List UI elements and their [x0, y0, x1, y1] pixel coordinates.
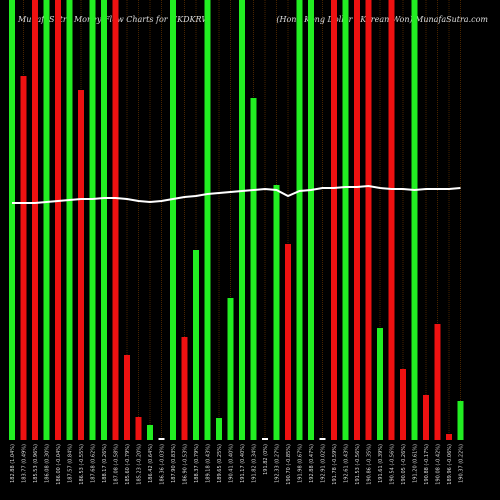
x-tick-label: 190.37 (0.22%)	[459, 444, 465, 483]
bar	[308, 0, 314, 440]
x-tick-label: 191.61 (0.39%)	[378, 444, 384, 483]
bar	[9, 0, 15, 440]
x-tick-label: 192.91 (0.02%)	[321, 444, 327, 483]
bar	[354, 0, 360, 440]
x-tick-label: 188.17 (0.26%)	[102, 444, 108, 483]
bar	[250, 98, 257, 440]
x-tick-label: 192.88 (0.47%)	[309, 444, 315, 483]
x-tick-label: 185.53 (0.96%)	[33, 444, 39, 483]
bar	[331, 0, 337, 440]
x-tick-label: 191.82 (0.34%)	[252, 444, 258, 483]
x-tick-label: 191.20 (0.61%)	[413, 444, 419, 483]
bar	[78, 90, 84, 440]
x-tick-label: 192.61 (0.43%)	[344, 444, 350, 483]
bar	[400, 369, 406, 440]
bar	[20, 76, 27, 440]
x-tick-label: 188.37 (0.79%)	[194, 444, 200, 483]
bar	[446, 434, 452, 440]
bar	[147, 425, 153, 440]
x-tick-label: 191.98 (0.67%)	[298, 444, 304, 483]
x-tick-label: 186.08 (0.30%)	[45, 444, 51, 483]
bar	[135, 417, 142, 440]
bar	[204, 0, 211, 440]
bar	[457, 401, 464, 440]
x-tick-label: 185.60 (-0.79%)	[125, 444, 131, 485]
chart-subtitle: (Hong Kong Dollar / Korean Won) MunafaSu…	[276, 15, 488, 24]
x-tick-label: 190.88 (-0.17%)	[424, 444, 430, 485]
x-tick-label: 186.36 (-0.03%)	[160, 444, 166, 485]
x-tick-label: 190.08 (-0.42%)	[436, 444, 442, 485]
bar	[89, 0, 96, 440]
x-tick-label: 190.86 (-0.35%)	[367, 444, 373, 485]
x-tick-label: 187.57 (0.84%)	[68, 444, 74, 483]
money-flow-line	[12, 184, 461, 204]
x-tick-label: 186.90 (-0.53%)	[183, 444, 189, 485]
x-tick-label: 190.41 (0.40%)	[229, 444, 235, 483]
x-tick-label: 189.18 (0.43%)	[206, 444, 212, 483]
bar	[319, 438, 326, 440]
bar	[239, 0, 245, 440]
bar	[342, 0, 349, 440]
x-tick-label: 186.42 (0.64%)	[148, 444, 154, 483]
bar	[158, 438, 165, 440]
bar	[365, 0, 372, 440]
bar	[216, 418, 222, 440]
x-tick-label: 189.65 (0.25%)	[217, 444, 223, 483]
bar	[112, 0, 119, 440]
x-tick-label: 187.08 (-0.58%)	[114, 444, 120, 485]
bar	[377, 328, 383, 440]
x-tick-label: 191.17 (0.40%)	[240, 444, 246, 483]
bar	[434, 324, 441, 440]
bar	[55, 0, 61, 440]
bar	[296, 0, 303, 440]
x-tick-label: 191.82 (0%)	[263, 444, 269, 475]
x-tick-label: 186.00 (-0.04%)	[56, 444, 62, 485]
bar	[388, 0, 395, 440]
bar	[66, 0, 73, 440]
bar	[423, 395, 429, 440]
x-tick-label: 190.05 (-0.26%)	[401, 444, 407, 485]
bar	[273, 185, 280, 440]
bar	[227, 298, 234, 440]
bar	[32, 0, 38, 440]
x-tick-label: 190.54 (-0.56%)	[390, 444, 396, 485]
bar	[124, 355, 130, 440]
x-tick-label: 186.53 (-0.55%)	[79, 444, 85, 485]
bar	[193, 250, 199, 440]
bar	[181, 337, 188, 440]
bar	[262, 438, 268, 440]
x-tick-label: 191.78 (-0.59%)	[332, 444, 338, 485]
bar	[170, 0, 176, 440]
x-tick-label: 189.96 (-0.06%)	[447, 444, 453, 485]
x-tick-label: 183.77 (0.49%)	[22, 444, 28, 483]
bar	[101, 0, 107, 440]
x-tick-label: 187.68 (0.62%)	[91, 444, 97, 483]
bar	[285, 244, 291, 440]
x-tick-label: 190.70 (-0.85%)	[286, 444, 292, 485]
x-tick-label: 187.90 (0.83%)	[171, 444, 177, 483]
bar	[43, 0, 50, 440]
bar	[411, 0, 418, 440]
x-tick-label: 182.88 (1.04%)	[10, 444, 16, 483]
x-tick-label: 192.33 (0.27%)	[275, 444, 281, 483]
x-tick-label: 185.23 (-0.20%)	[137, 444, 143, 485]
x-tick-label: 191.53 (-0.56%)	[355, 444, 361, 485]
